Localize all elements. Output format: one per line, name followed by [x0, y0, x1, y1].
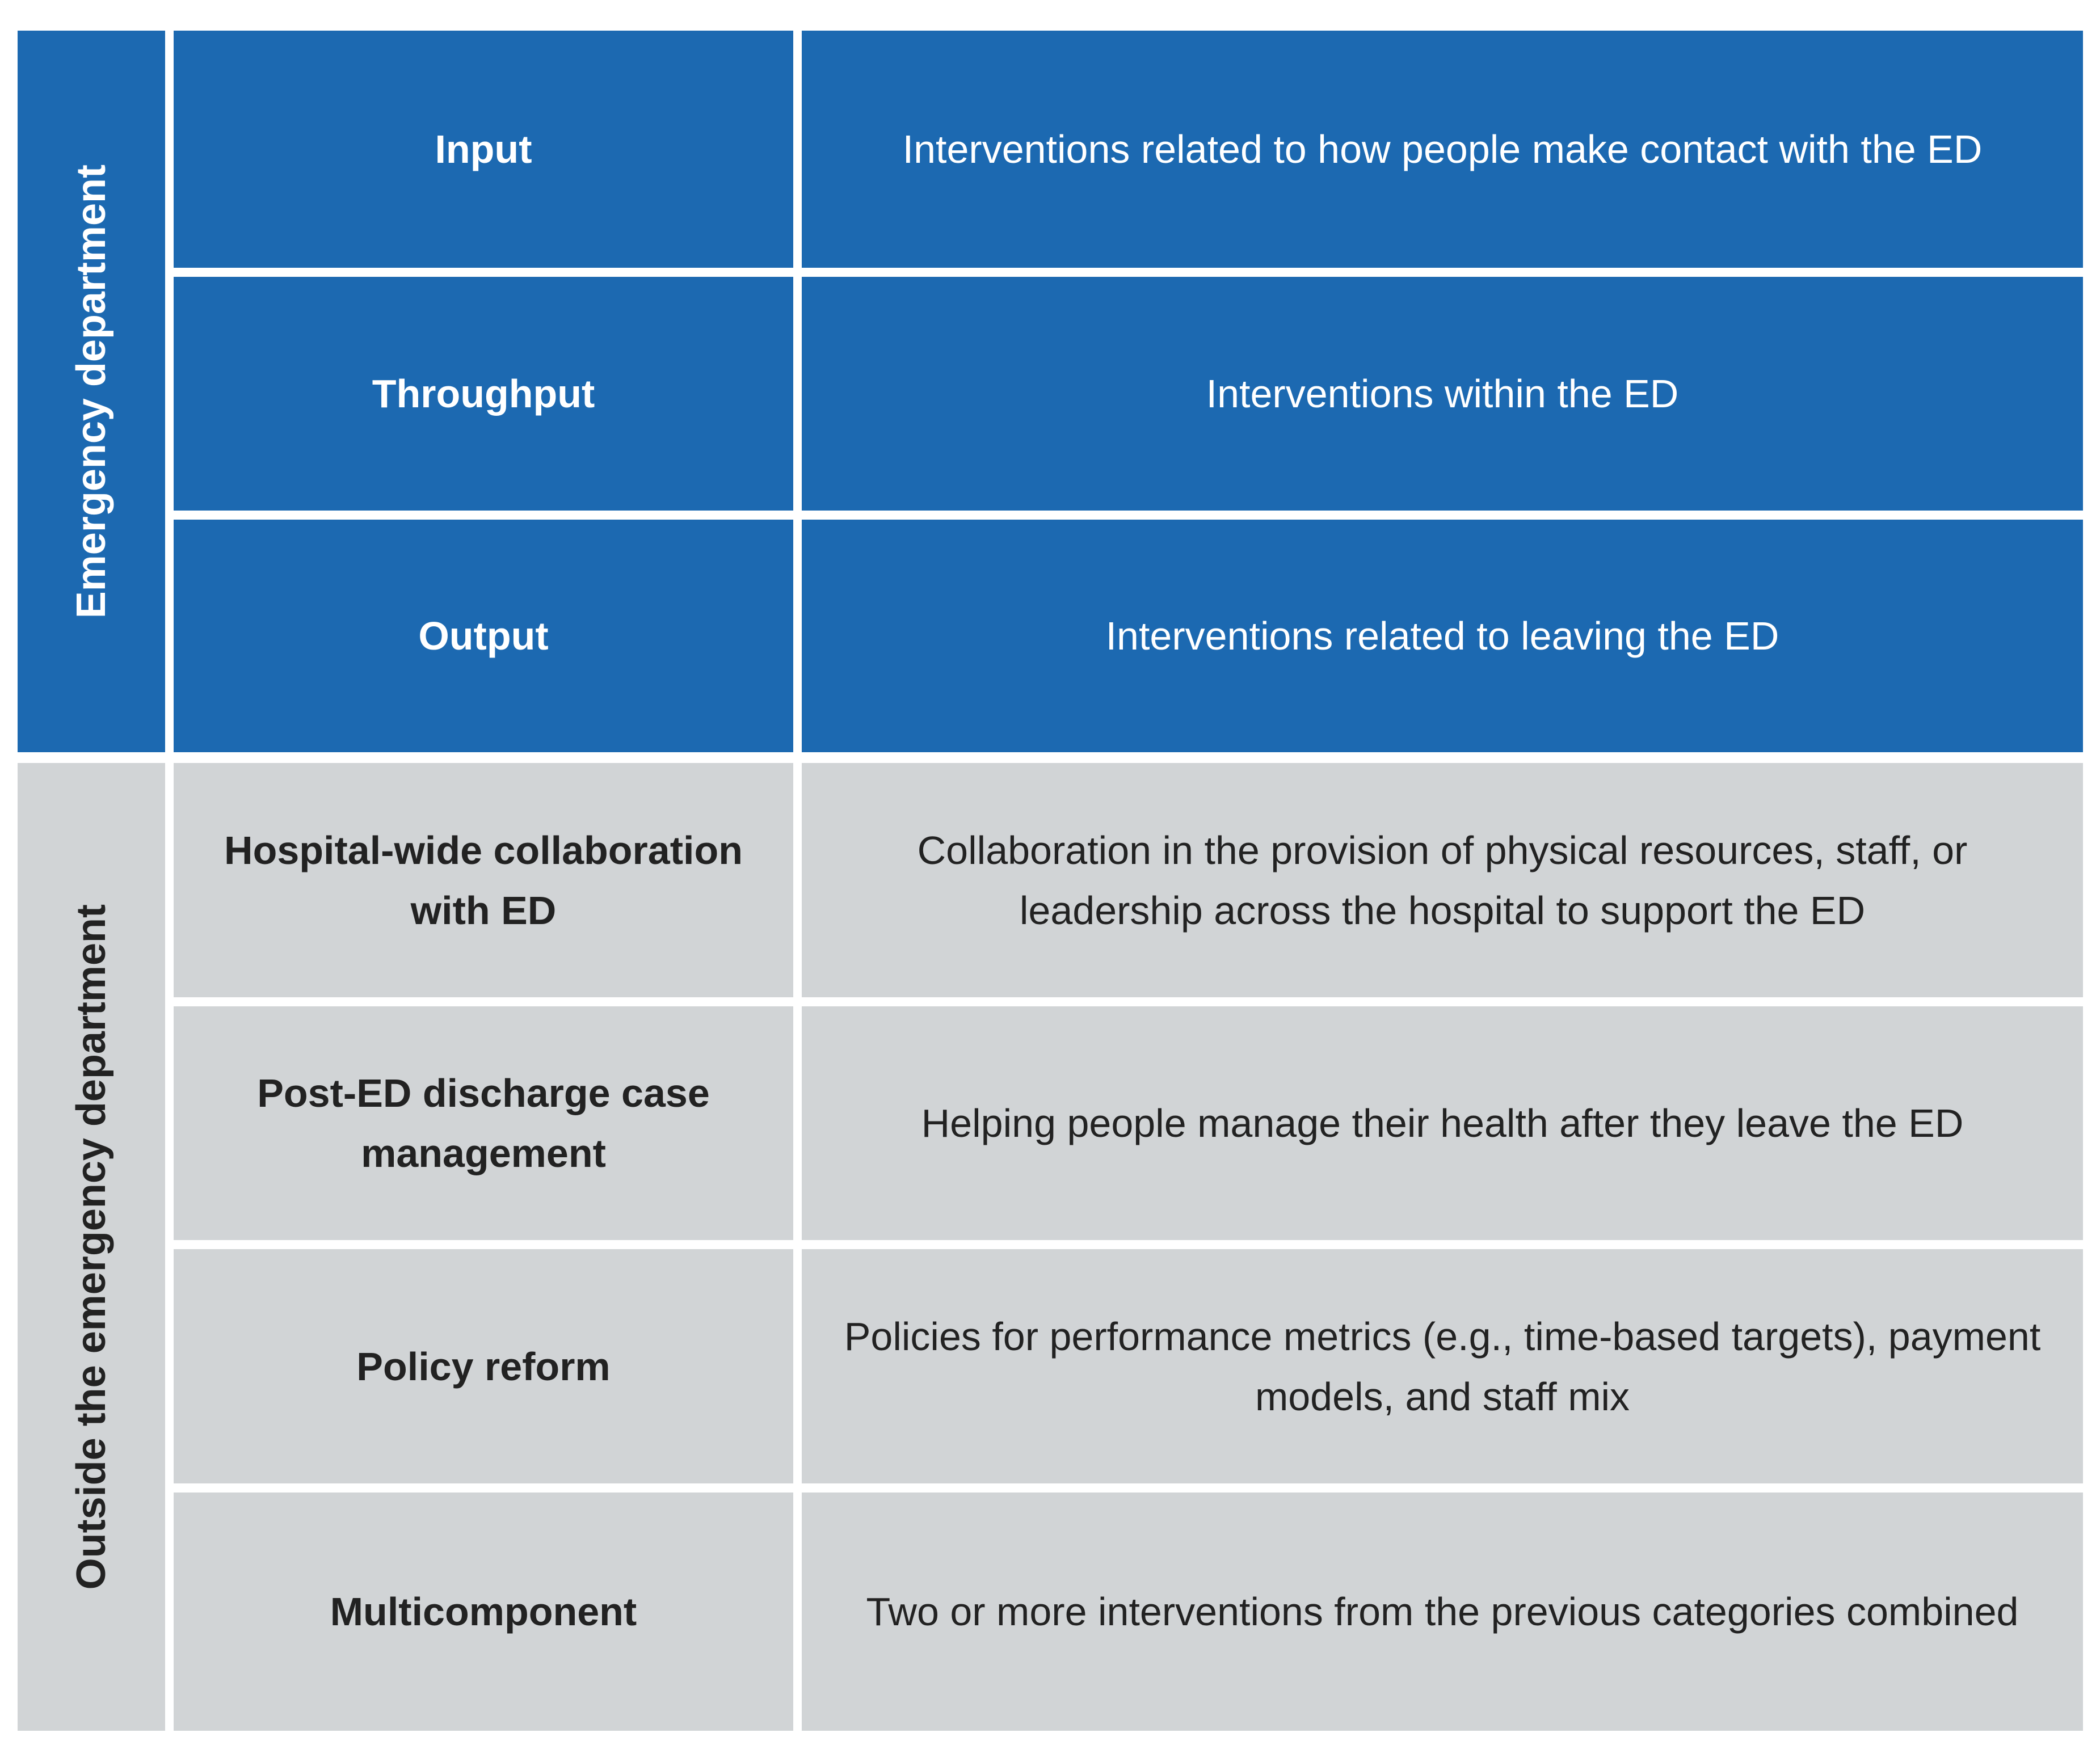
category-cell: Hospital-wide collaboration with ED [174, 763, 793, 997]
category-cell: Multicomponent [174, 1493, 793, 1731]
category-cell: Output [174, 520, 793, 752]
category-cell: Throughput [174, 277, 793, 511]
description-cell: Two or more interventions from the previ… [802, 1493, 2083, 1731]
group-label-outside: Outside the emergency department [18, 763, 165, 1731]
description-cell: Collaboration in the provision of physic… [802, 763, 2083, 997]
description-cell: Helping people manage their health after… [802, 1006, 2083, 1240]
category-cell: Policy reform [174, 1249, 793, 1483]
description-cell: Policies for performance metrics (e.g., … [802, 1249, 2083, 1483]
category-cell: Post-ED discharge case management [174, 1006, 793, 1240]
intervention-table: Emergency department Input Interventions r… [18, 31, 2083, 1731]
description-cell: Interventions related to how people make… [802, 31, 2083, 268]
description-cell: Interventions within the ED [802, 277, 2083, 511]
group-label-text: Emergency department [69, 164, 114, 619]
group-label-ed: Emergency department [18, 31, 165, 752]
description-cell: Interventions related to leaving the ED [802, 520, 2083, 752]
group-label-text: Outside the emergency department [69, 904, 114, 1590]
category-cell: Input [174, 31, 793, 268]
